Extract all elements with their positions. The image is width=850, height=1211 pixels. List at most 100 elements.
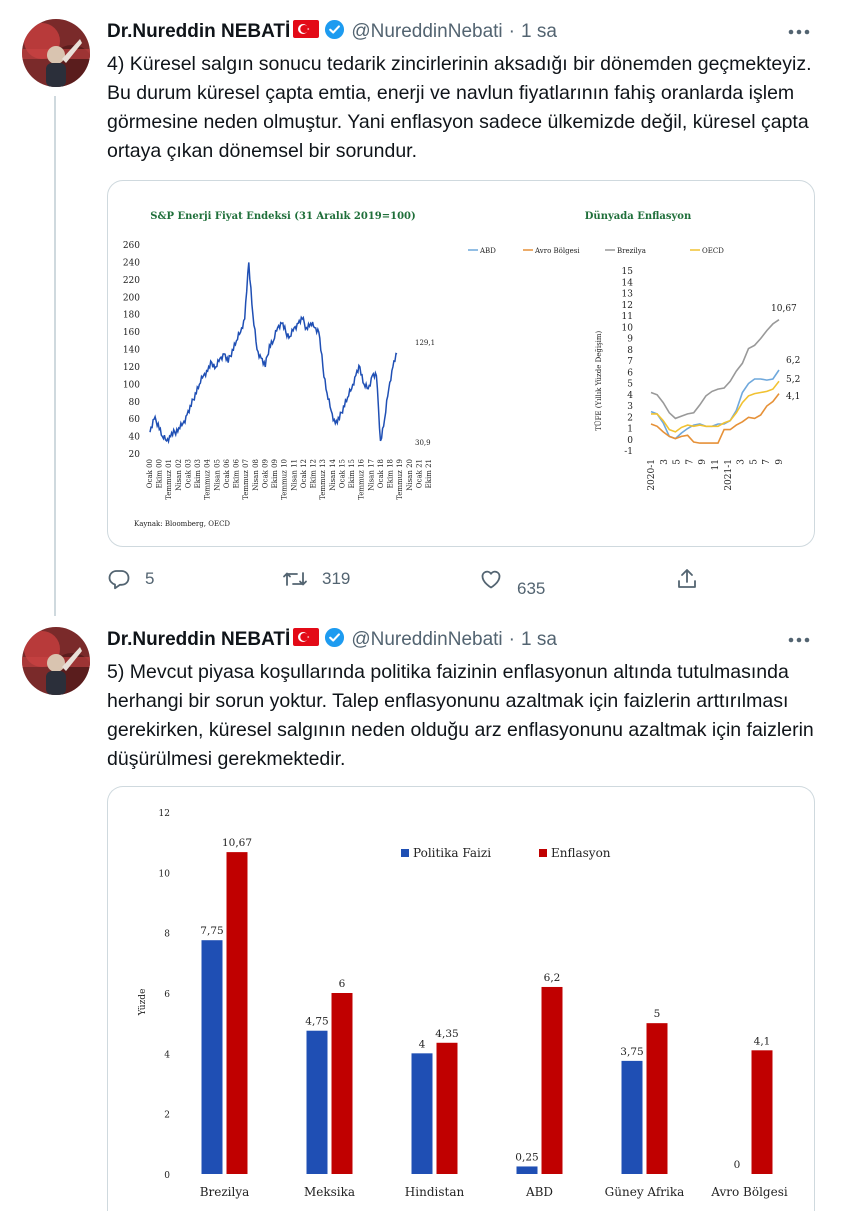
y-tick-label: 2 xyxy=(627,413,633,423)
bar xyxy=(621,1060,643,1174)
author-handle[interactable]: @NureddinNebati xyxy=(351,629,503,650)
y-tick-label: 8 xyxy=(627,346,633,356)
reply-icon xyxy=(108,570,130,590)
bar-value-label: 6 xyxy=(339,978,346,990)
verified-badge-icon xyxy=(324,19,345,46)
x-tick-label: Ekim 03 xyxy=(194,459,202,488)
like-count: 635 xyxy=(517,579,546,598)
series-line xyxy=(651,380,780,433)
tweet-text: 5) Mevcut piyasa koşullarında politika f… xyxy=(107,661,814,770)
x-tick-label: Nisan 20 xyxy=(406,459,414,491)
legend-swatch xyxy=(539,849,547,857)
more-icon[interactable] xyxy=(784,627,814,653)
y-tick-label: 12 xyxy=(159,809,170,819)
tweet-1[interactable]: Dr.Nureddin NEBATİ @NureddinNebati · 1 s… xyxy=(0,0,850,616)
tweet-header: Dr.Nureddin NEBATİ @NureddinNebati · 1 s… xyxy=(107,19,557,45)
timestamp[interactable]: 1 sa xyxy=(520,21,557,42)
author-name[interactable]: Dr.Nureddin NEBATİ xyxy=(107,21,291,42)
thread-connector-line xyxy=(54,96,56,616)
share-button[interactable] xyxy=(675,564,713,594)
y-tick-label: 4 xyxy=(164,1050,170,1060)
bar-value-label: 4 xyxy=(419,1038,426,1050)
tweet-2[interactable]: Dr.Nureddin NEBATİ @NureddinNebati · 1 s… xyxy=(0,616,850,1211)
y-tick-label: 7 xyxy=(627,357,633,367)
tweet-text: 4) Küresel salgın sonucu tedarik zincirl… xyxy=(107,53,812,162)
bar xyxy=(516,1166,538,1174)
y-tick-label: 160 xyxy=(123,328,140,338)
like-icon xyxy=(481,570,501,589)
bar xyxy=(411,1053,433,1174)
tweet-actions: 5 319 635 xyxy=(107,564,727,598)
x-tick-label: Nisan 11 xyxy=(290,459,298,491)
y-tick-label: 60 xyxy=(129,415,141,425)
tweet-media-image[interactable]: 0 2 4 6 8 10 12 Yüzde Politika Faizi Enflasyon … xyxy=(107,786,815,1211)
chart-source: Kaynak: Bloomberg, OECD xyxy=(134,520,230,528)
x-tick-label: Nisan 17 xyxy=(367,459,375,491)
turkey-flag-icon xyxy=(293,20,320,44)
legend-label: OECD xyxy=(702,247,724,255)
x-tick-label: Temmuz 13 xyxy=(319,459,327,500)
y-tick-label: 10 xyxy=(159,869,171,879)
annotation-end-value: 129,1 xyxy=(415,339,435,347)
y-tick-label: 200 xyxy=(123,293,140,303)
x-tick-label: Nisan 02 xyxy=(175,459,183,491)
bar-value-label: 5 xyxy=(654,1008,661,1020)
legend-label: Enflasyon xyxy=(551,846,611,860)
retweet-button[interactable]: 319 xyxy=(282,564,350,594)
bar xyxy=(306,1030,328,1174)
y-tick-label: -1 xyxy=(624,447,633,457)
timestamp[interactable]: 1 sa xyxy=(520,629,557,650)
chart-title: S&P Enerji Fiyat Endeksi (31 Aralık 2019… xyxy=(150,211,416,222)
bar xyxy=(226,852,248,1174)
world-inflation-chart: Dünyada Enflasyon ABD Avro Bölgesi Brezily… xyxy=(468,211,800,491)
y-tick-label: 11 xyxy=(622,312,633,322)
y-tick-label: 120 xyxy=(123,363,140,373)
y-tick-label: 8 xyxy=(164,930,170,940)
author-handle[interactable]: @NureddinNebati xyxy=(351,21,503,42)
y-tick-label: 220 xyxy=(123,276,140,286)
x-tick-label: Ekim 15 xyxy=(348,459,356,488)
series-line xyxy=(149,262,398,445)
y-tick-label: 4 xyxy=(627,391,633,401)
y-tick-label: 14 xyxy=(622,278,634,288)
y-tick-label: 13 xyxy=(622,290,634,300)
y-tick-label: 6 xyxy=(627,368,633,378)
y-tick-label: 1 xyxy=(627,425,633,435)
x-tick-label: 5 xyxy=(673,459,683,465)
annotation-min-value: 30,9 xyxy=(415,439,431,447)
avatar[interactable] xyxy=(22,19,90,87)
tweet-media-image[interactable]: S&P Enerji Fiyat Endeksi (31 Aralık 2019… xyxy=(107,180,815,547)
share-icon xyxy=(678,569,696,588)
category-label: Hindistan xyxy=(405,1185,465,1199)
legend-label: Avro Bölgesi xyxy=(534,247,580,255)
legend-label: ABD xyxy=(479,247,496,255)
reply-button[interactable]: 5 xyxy=(107,564,154,594)
y-tick-label: 2 xyxy=(164,1111,170,1121)
reply-count: 5 xyxy=(145,569,155,588)
chart-title: Dünyada Enflasyon xyxy=(585,211,692,222)
separator-dot: · xyxy=(508,21,515,42)
bar-value-label: 0,25 xyxy=(515,1151,538,1163)
series-line xyxy=(650,319,780,420)
y-tick-label: 9 xyxy=(627,335,633,345)
x-tick-label: 7 xyxy=(685,459,695,465)
y-axis-label: Yüzde xyxy=(138,989,148,1017)
more-icon[interactable] xyxy=(784,19,814,45)
bar-value-label: 0 xyxy=(734,1159,741,1171)
author-name[interactable]: Dr.Nureddin NEBATİ xyxy=(107,629,291,650)
y-tick-label: 15 xyxy=(622,267,634,277)
x-tick-label: Ocak 09 xyxy=(261,459,269,488)
legend-swatch xyxy=(401,849,409,857)
y-tick-label: 260 xyxy=(123,241,140,251)
y-tick-label: 12 xyxy=(622,301,633,311)
series-line xyxy=(650,369,780,440)
y-tick-label: 5 xyxy=(627,380,633,390)
avatar[interactable] xyxy=(22,627,90,695)
y-tick-label: 20 xyxy=(129,450,141,460)
x-tick-label: 5 xyxy=(749,459,759,465)
like-button[interactable]: 635 xyxy=(479,564,545,598)
x-tick-label: Ocak 03 xyxy=(184,459,192,488)
legend-label: Brezilya xyxy=(617,247,646,255)
bar-value-label: 6,2 xyxy=(544,972,561,984)
